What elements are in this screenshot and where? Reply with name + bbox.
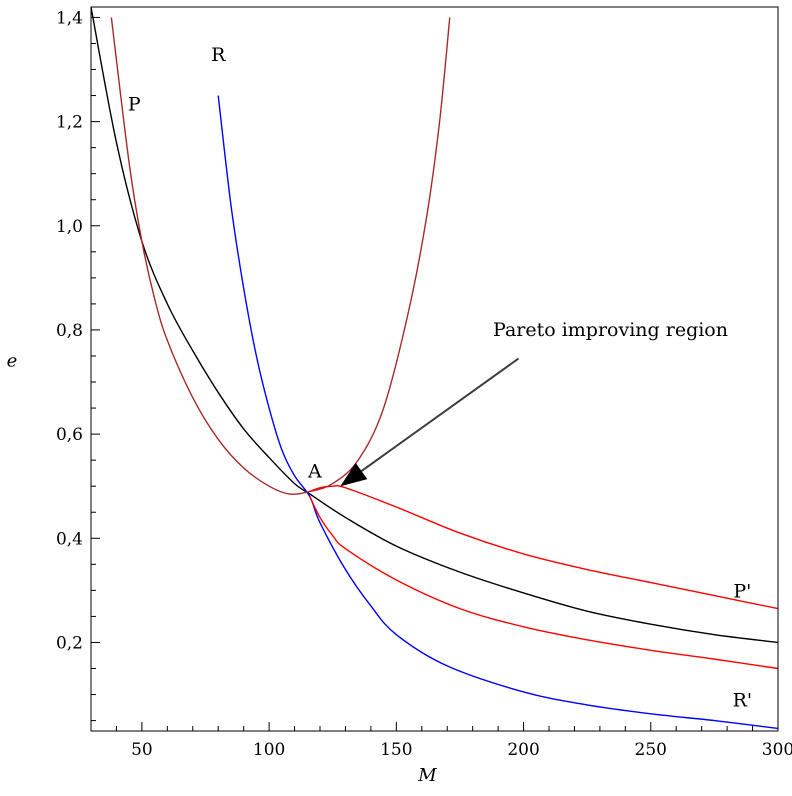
series-line-black: [91, 7, 778, 644]
curve-label: R: [211, 44, 226, 66]
annotation-arrow-shaft: [360, 357, 520, 472]
curve-label: R': [733, 690, 753, 712]
series-line-p-prime: [309, 484, 778, 610]
x-tick-label: 250: [635, 740, 667, 760]
y-tick-label: 0,6: [56, 425, 83, 445]
annotations-layer: Pareto improving region: [340, 319, 728, 487]
series-line-r: [217, 95, 778, 730]
y-tick-label: 1,2: [56, 113, 83, 133]
y-tick-label: 1,0: [56, 217, 83, 237]
y-tick-label: 0,8: [56, 321, 83, 341]
x-tick-label: 100: [253, 740, 285, 760]
y-tick-label: 0,2: [56, 633, 83, 653]
x-tick-label: 300: [762, 740, 792, 760]
y-axis-title: e: [7, 350, 18, 371]
x-tick-label: 150: [380, 740, 412, 760]
x-axis-title: M: [417, 765, 437, 786]
curves-layer: [91, 7, 778, 730]
x-tick-label: 200: [507, 740, 539, 760]
curve-label: A: [307, 461, 322, 483]
labels-layer: P R A P' R': [128, 44, 752, 712]
y-tick-label: 1,4: [56, 8, 83, 28]
plot-frame: [90, 6, 779, 732]
curve-label: P: [128, 93, 141, 115]
curve-label: P': [733, 580, 751, 602]
annotation-arrow-head: [340, 462, 368, 487]
y-tick-label: 0,4: [56, 529, 83, 549]
annotation-text: Pareto improving region: [493, 319, 728, 341]
series-line-p: [110, 17, 451, 495]
x-tick-label: 50: [131, 740, 153, 760]
series-line-r-prime: [309, 496, 778, 670]
axes-layer: 50 100 150 200 250 300 0,2 0,4 0,6 0,8 1,0 1,2 1,4 Me: [7, 6, 792, 786]
